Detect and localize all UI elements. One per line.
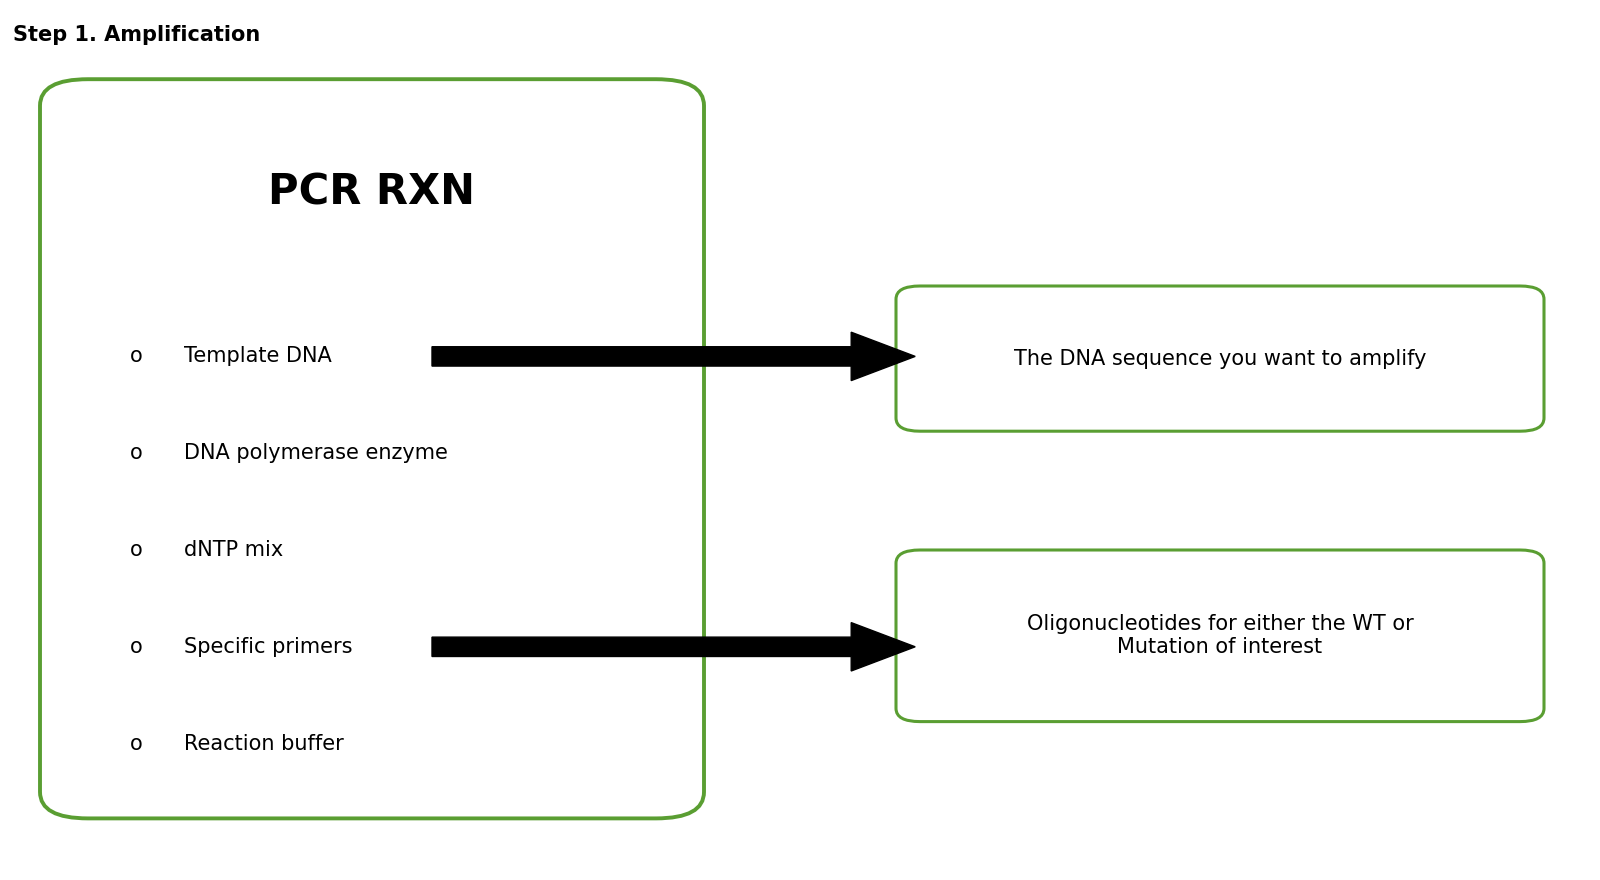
FancyBboxPatch shape xyxy=(896,286,1544,431)
Text: o: o xyxy=(130,734,142,753)
Text: The DNA sequence you want to amplify: The DNA sequence you want to amplify xyxy=(1014,348,1426,369)
FancyBboxPatch shape xyxy=(896,550,1544,722)
FancyBboxPatch shape xyxy=(40,79,704,818)
Text: Oligonucleotides for either the WT or
Mutation of interest: Oligonucleotides for either the WT or Mu… xyxy=(1027,614,1413,657)
Text: Step 1. Amplification: Step 1. Amplification xyxy=(13,25,261,45)
Text: o: o xyxy=(130,347,142,366)
Text: PCR RXN: PCR RXN xyxy=(269,172,475,214)
Text: Reaction buffer: Reaction buffer xyxy=(184,734,344,753)
Text: Template DNA: Template DNA xyxy=(184,347,331,366)
Text: o: o xyxy=(130,637,142,656)
Text: Specific primers: Specific primers xyxy=(184,637,352,656)
Text: o: o xyxy=(130,444,142,463)
Text: o: o xyxy=(130,540,142,560)
FancyArrow shape xyxy=(432,332,915,380)
Text: dNTP mix: dNTP mix xyxy=(184,540,283,560)
FancyArrow shape xyxy=(432,622,915,671)
Text: DNA polymerase enzyme: DNA polymerase enzyme xyxy=(184,444,448,463)
